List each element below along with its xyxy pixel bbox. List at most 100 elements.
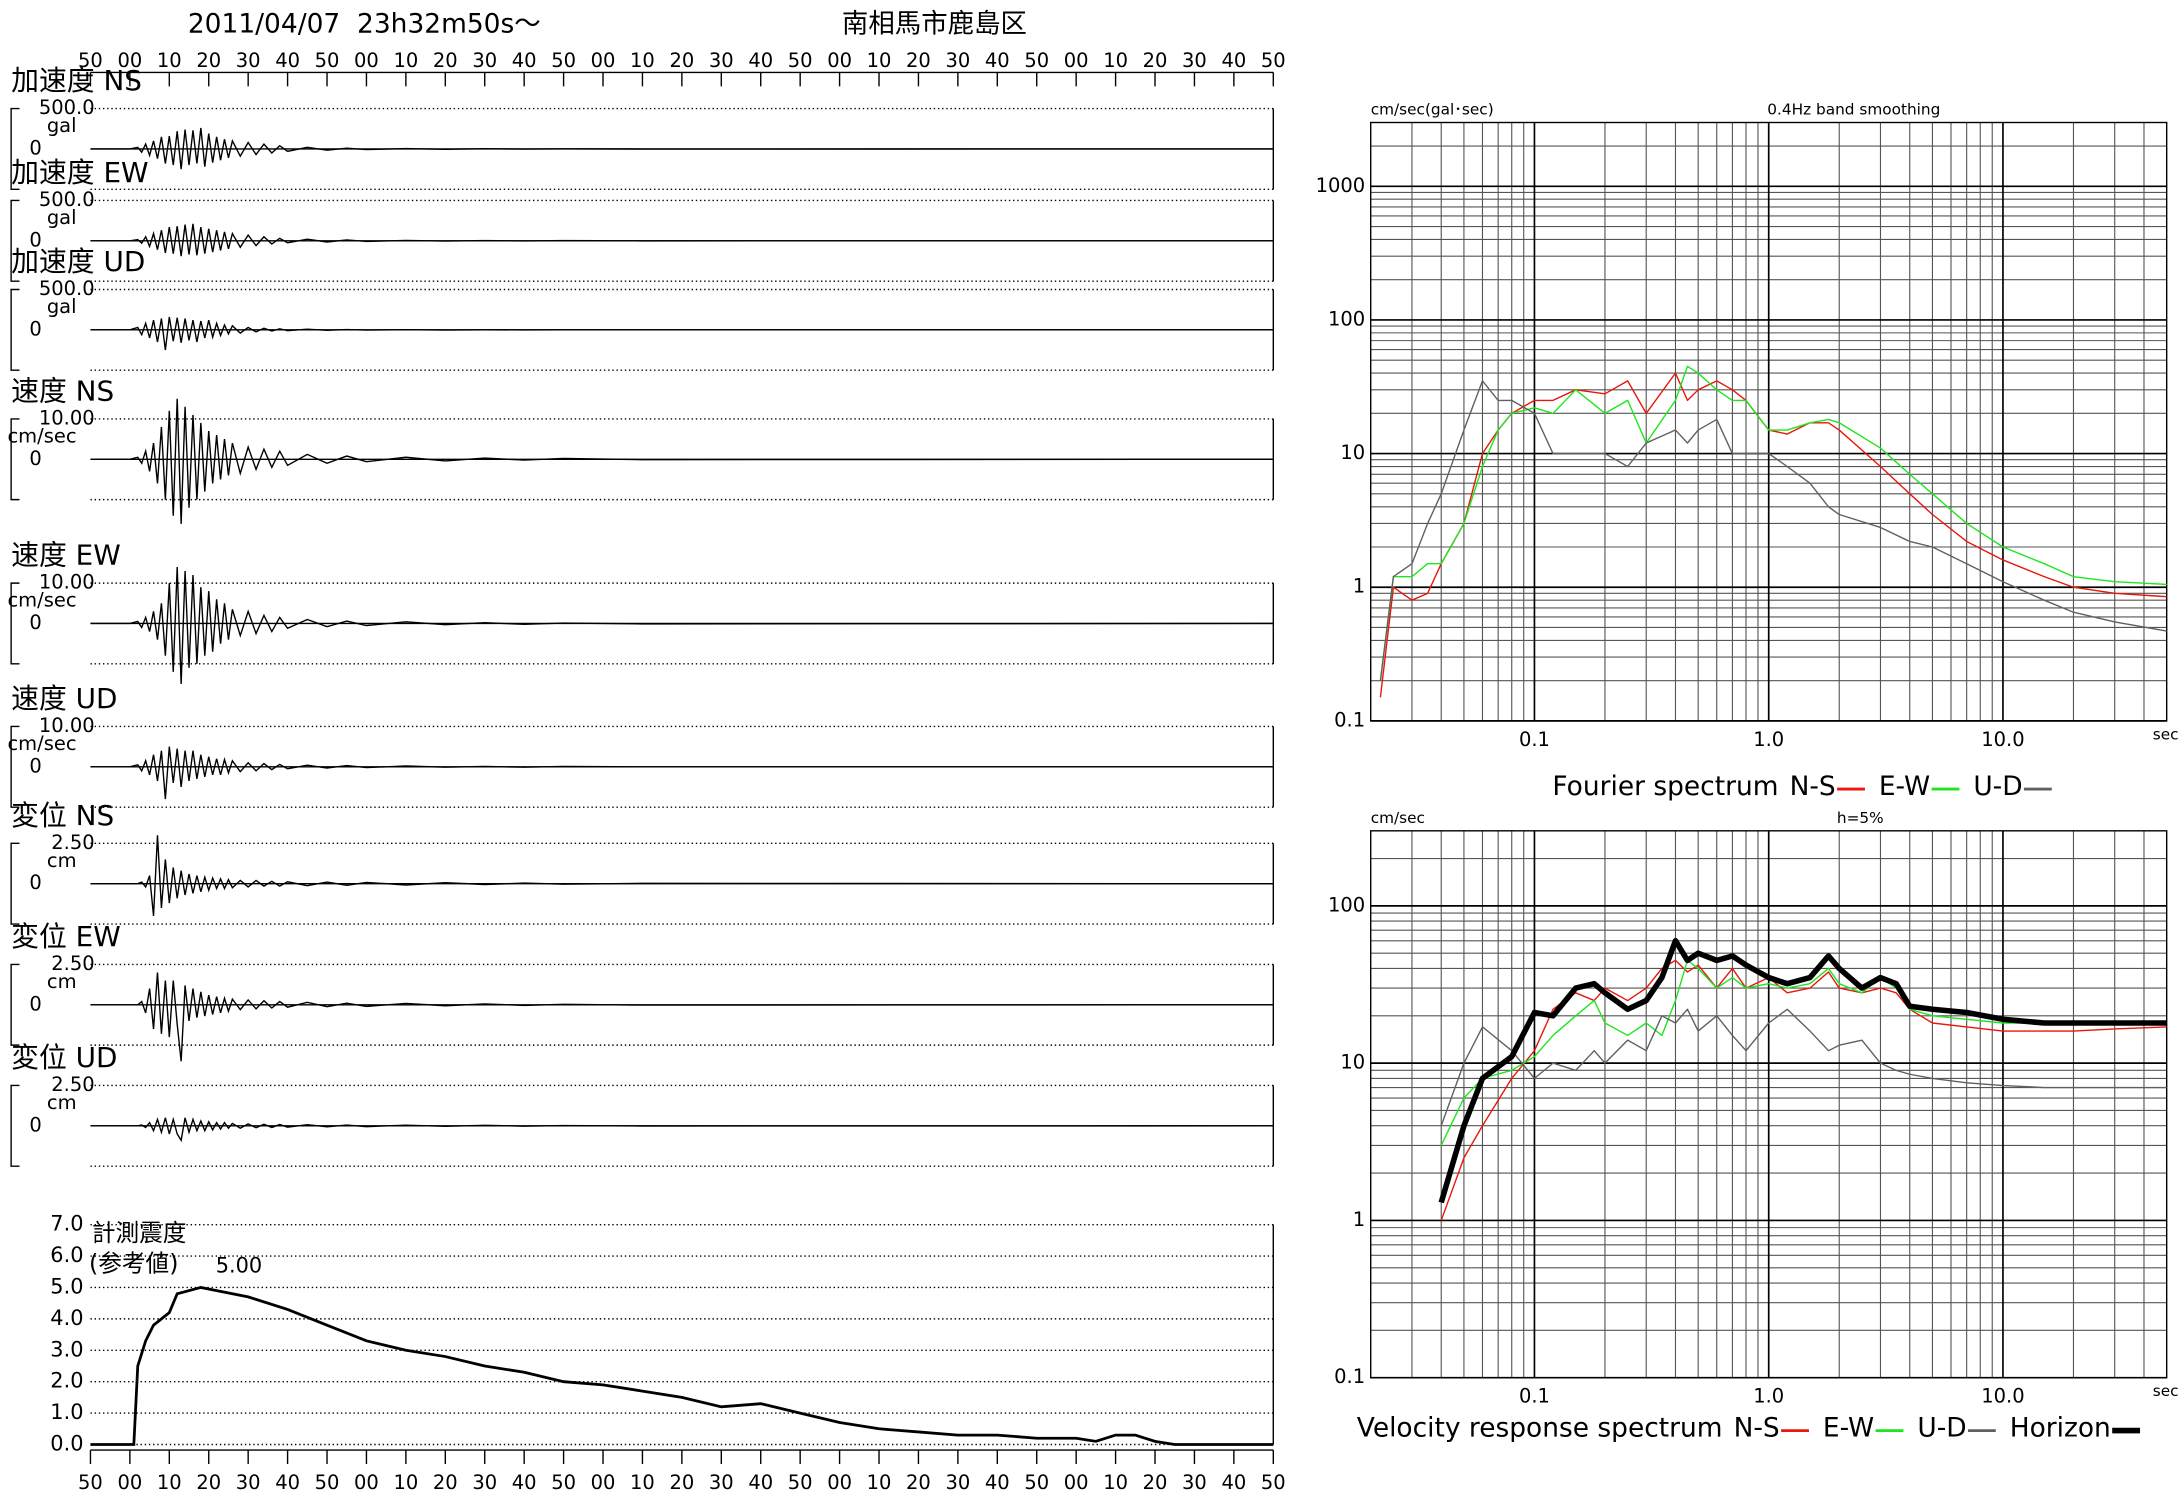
trace-label: 変位 EW bbox=[11, 920, 121, 953]
y-tick-label: 0 bbox=[29, 228, 41, 251]
time-tick-label: 40 bbox=[748, 1471, 773, 1494]
time-tick-label: 00 bbox=[354, 1471, 379, 1494]
y-tick-label: 500.0 bbox=[39, 277, 95, 300]
peak-label: 5.00 bbox=[216, 1253, 262, 1277]
y-tick-label: 2.50 bbox=[51, 952, 94, 975]
y-tick-label: 1.0 bbox=[50, 1400, 83, 1424]
time-tick-label: 40 bbox=[1221, 1471, 1246, 1494]
time-tick-label: 50 bbox=[78, 1471, 103, 1494]
time-tick-label: 40 bbox=[512, 1471, 537, 1494]
spectrum-line bbox=[1438, 937, 2167, 1204]
y-tick-label: 2.50 bbox=[51, 831, 94, 854]
waveform bbox=[90, 566, 1274, 685]
waveform bbox=[90, 1116, 1274, 1143]
time-tick-label: 10 bbox=[867, 1471, 892, 1494]
waveform bbox=[90, 835, 1274, 917]
y-tick-label: 7.0 bbox=[50, 1212, 83, 1236]
panel-bracket bbox=[10, 725, 20, 808]
x-tick-label: 1.0 bbox=[1753, 728, 1784, 751]
y-tick-label: 0 bbox=[29, 317, 41, 340]
time-tick-label: 20 bbox=[906, 49, 931, 72]
legend-label: N-S bbox=[1790, 771, 1836, 802]
y-tick-label: 4.0 bbox=[50, 1306, 83, 1330]
spectrum-line bbox=[1440, 959, 2167, 1146]
y-tick-label: 0 bbox=[29, 871, 41, 894]
time-tick-label: 30 bbox=[1182, 1471, 1207, 1494]
plot-frame bbox=[1370, 121, 2168, 722]
legend-label: U-D bbox=[1973, 771, 2022, 802]
y-tick-label: 0 bbox=[29, 447, 41, 470]
time-tick-label: 10 bbox=[1103, 1471, 1128, 1494]
x-tick-label: 1.0 bbox=[1753, 1385, 1784, 1408]
unit-label: cm/sec bbox=[7, 425, 76, 448]
legend-title: Fourier spectrum bbox=[1552, 771, 1778, 802]
trace-label: 速度 UD bbox=[11, 682, 117, 715]
time-tick-label: 00 bbox=[591, 49, 616, 72]
annotation: h=5% bbox=[1837, 809, 1884, 827]
x-axis-unit: sec bbox=[2153, 1382, 2179, 1400]
y-tick-label: 10 bbox=[1340, 441, 1365, 464]
time-tick-label: 30 bbox=[945, 49, 970, 72]
waveform bbox=[90, 972, 1274, 1062]
panel-bracket bbox=[10, 582, 20, 665]
x-tick-label: 0.1 bbox=[1519, 728, 1550, 751]
y-tick-label: 3.0 bbox=[50, 1337, 83, 1361]
time-tick-label: 20 bbox=[196, 49, 221, 72]
y-axis-unit: cm/sec(gal･sec) bbox=[1371, 100, 1494, 118]
y-tick-label: 0.1 bbox=[1334, 1365, 1365, 1388]
x-tick-label: 10.0 bbox=[1981, 1385, 2024, 1408]
time-tick-label: 50 bbox=[78, 49, 103, 72]
y-tick-label: 0 bbox=[29, 136, 41, 159]
y-tick-label: 6.0 bbox=[50, 1243, 83, 1267]
time-tick-label: 40 bbox=[275, 49, 300, 72]
y-axis-unit: cm/sec bbox=[1371, 809, 1425, 827]
panel-bracket bbox=[10, 1084, 20, 1167]
time-tick-label: 40 bbox=[985, 1471, 1010, 1494]
time-tick-label: 50 bbox=[551, 1471, 576, 1494]
time-tick-label: 10 bbox=[157, 49, 182, 72]
time-tick-label: 10 bbox=[393, 1471, 418, 1494]
legend-label: E-W bbox=[1879, 771, 1930, 802]
y-tick-label: 1 bbox=[1353, 1208, 1365, 1231]
time-tick-label: 20 bbox=[433, 1471, 458, 1494]
intensity-line bbox=[90, 1286, 1274, 1446]
time-tick-label: 30 bbox=[236, 1471, 261, 1494]
panel-bracket bbox=[10, 842, 20, 925]
unit-label: cm/sec bbox=[7, 589, 76, 612]
legend-label: N-S bbox=[1734, 1413, 1780, 1444]
time-tick-label: 20 bbox=[669, 1471, 694, 1494]
y-tick-label: 500.0 bbox=[39, 96, 95, 119]
y-tick-label: 10.00 bbox=[39, 406, 95, 429]
y-tick-label: 0.1 bbox=[1334, 708, 1365, 731]
panel-bracket bbox=[10, 418, 20, 501]
y-tick-label: 10.00 bbox=[39, 714, 95, 737]
time-tick-label: 20 bbox=[196, 1471, 221, 1494]
time-tick-label: 20 bbox=[1143, 49, 1168, 72]
time-tick-label: 40 bbox=[275, 1471, 300, 1494]
y-tick-label: 0 bbox=[29, 992, 41, 1015]
time-tick-label: 30 bbox=[945, 1471, 970, 1494]
y-tick-label: 1000 bbox=[1316, 174, 1366, 197]
chart-title: 2011/04/07 23h32m50s〜 bbox=[188, 9, 541, 40]
time-tick-label: 00 bbox=[354, 49, 379, 72]
time-tick-label: 10 bbox=[157, 1471, 182, 1494]
intensity-subtitle: (参考値) bbox=[89, 1249, 178, 1277]
time-tick-label: 30 bbox=[709, 1471, 734, 1494]
time-tick-label: 10 bbox=[393, 49, 418, 72]
trace-label: 速度 NS bbox=[11, 374, 114, 407]
time-tick-label: 40 bbox=[985, 49, 1010, 72]
y-tick-label: 5.0 bbox=[50, 1274, 83, 1298]
intensity-title: 計測震度 bbox=[92, 1219, 187, 1247]
y-tick-label: 2.50 bbox=[51, 1073, 94, 1096]
time-tick-label: 40 bbox=[512, 49, 537, 72]
panel-bracket bbox=[10, 288, 20, 371]
unit-label: cm bbox=[47, 849, 77, 872]
time-tick-label: 30 bbox=[709, 49, 734, 72]
time-tick-label: 40 bbox=[748, 49, 773, 72]
time-tick-label: 00 bbox=[827, 49, 852, 72]
time-tick-label: 50 bbox=[315, 49, 340, 72]
waveform bbox=[90, 223, 1274, 257]
y-tick-label: 0.0 bbox=[50, 1432, 83, 1456]
time-tick-label: 30 bbox=[236, 49, 261, 72]
